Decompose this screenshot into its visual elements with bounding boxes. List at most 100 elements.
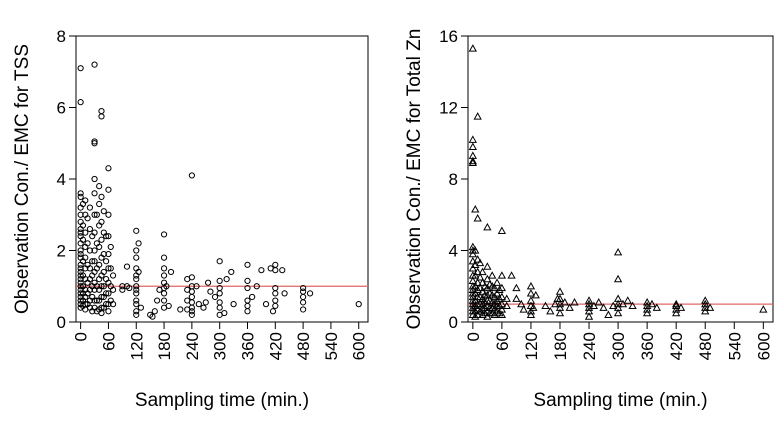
data-point: [471, 289, 480, 297]
data-point: [133, 227, 140, 234]
data-point: [281, 290, 288, 297]
data-point: [244, 302, 251, 310]
data-point: [91, 190, 98, 197]
data-point: [96, 261, 103, 268]
data-point: [91, 140, 98, 147]
data-point: [91, 211, 98, 218]
data-point: [541, 301, 550, 310]
x-tick-label: 120: [522, 332, 541, 360]
data-point: [546, 306, 555, 315]
data-point: [306, 290, 314, 297]
data-point: [497, 310, 507, 318]
data-point: [604, 310, 613, 318]
data-point: [244, 297, 251, 304]
data-point: [100, 268, 107, 276]
data-point: [473, 213, 482, 222]
x-tick-label: 300: [609, 332, 628, 360]
data-point: [701, 299, 710, 308]
data-point: [98, 107, 105, 115]
data-point: [91, 138, 98, 145]
data-point: [468, 264, 477, 272]
data-point: [119, 286, 126, 293]
data-point: [589, 301, 599, 310]
data-point: [77, 283, 84, 290]
data-point: [109, 272, 117, 279]
data-point: [207, 288, 214, 295]
data-point: [133, 254, 140, 261]
data-point: [502, 301, 511, 310]
data-point: [258, 267, 265, 274]
x-tick-label: 600: [350, 332, 369, 360]
x-tick-label: 480: [294, 332, 313, 360]
data-point: [628, 301, 637, 310]
plot-frame: [467, 35, 774, 323]
x-tick-label: 120: [127, 332, 146, 360]
data-point: [502, 294, 511, 302]
data-point: [473, 310, 482, 318]
data-point: [517, 299, 526, 308]
data-point: [468, 44, 477, 52]
data-point: [512, 294, 521, 302]
y-tick-label: 12: [439, 99, 458, 118]
x-tick-label: 360: [638, 332, 657, 360]
data-point: [483, 274, 492, 283]
data-point: [468, 142, 477, 150]
data-point: [188, 172, 195, 179]
data-point: [96, 183, 103, 190]
data-point: [480, 308, 490, 317]
data-point: [613, 247, 623, 256]
data-point: [272, 290, 279, 297]
data-point: [98, 113, 105, 120]
data-point: [244, 261, 251, 268]
data-point: [497, 283, 507, 292]
data-point: [204, 279, 212, 286]
data-point: [478, 278, 487, 286]
data-point: [300, 284, 307, 292]
data-point: [355, 301, 362, 308]
data-point: [105, 308, 112, 315]
data-point: [228, 268, 235, 276]
data-point: [103, 233, 110, 240]
data-point: [272, 297, 279, 304]
data-point: [300, 293, 307, 301]
data-point: [492, 289, 502, 297]
data-point: [133, 308, 140, 315]
data-point: [244, 284, 251, 292]
y-axis-label: Observation Con./ EMC for TSS: [12, 44, 33, 314]
data-point: [759, 305, 768, 313]
data-point: [468, 292, 477, 301]
data-point: [107, 243, 114, 251]
data-point: [91, 247, 98, 254]
data-point: [550, 299, 560, 308]
data-point: [475, 258, 485, 267]
data-point: [137, 304, 144, 311]
data-point: [188, 308, 195, 315]
data-point: [497, 271, 507, 279]
data-point: [109, 301, 117, 308]
data-point: [473, 267, 482, 276]
data-point: [642, 305, 652, 313]
data-point: [473, 112, 482, 120]
data-point: [86, 265, 94, 272]
data-point: [471, 281, 480, 290]
x-tick-label: 240: [183, 332, 202, 360]
data-point: [84, 215, 91, 222]
data-point: [84, 240, 91, 247]
data-point: [82, 254, 89, 261]
data-point: [160, 254, 168, 261]
data-point: [495, 285, 504, 293]
x-tick-label: 0: [72, 332, 91, 341]
data-point: [119, 283, 126, 290]
data-point: [497, 226, 507, 234]
data-point: [495, 301, 504, 310]
data-point: [100, 208, 107, 215]
data-point: [475, 272, 485, 281]
data-point: [105, 250, 112, 258]
data-point: [105, 186, 112, 193]
data-point: [98, 309, 105, 317]
data-point: [300, 288, 307, 295]
data-point: [531, 290, 540, 299]
data-point: [79, 222, 87, 229]
x-tick-label: 600: [754, 332, 773, 360]
data-point: [300, 299, 307, 306]
